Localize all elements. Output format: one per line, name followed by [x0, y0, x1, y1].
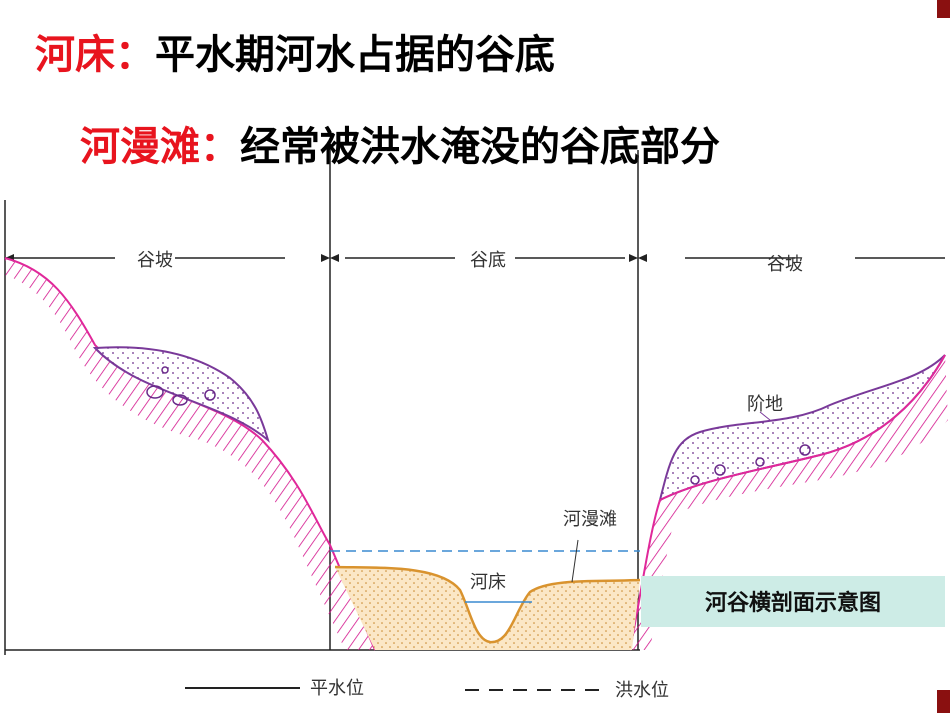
definition-text: 平水期河水占据的谷底 [155, 32, 555, 78]
channel-label: 河床 [470, 572, 506, 593]
floodplain-label: 河漫滩 [563, 509, 617, 530]
edge-marker [937, 690, 950, 713]
pebbles [146, 366, 216, 406]
definition-2: 河漫滩：经常被洪水淹没的谷底部分 [80, 124, 720, 170]
alluvium-surface [334, 565, 641, 644]
terrace-gravel [660, 355, 945, 500]
bedrock-hatch [630, 355, 948, 650]
legend-label: 洪水位 [615, 680, 669, 701]
alluvium [335, 567, 640, 650]
bedrock-hatch [5, 258, 375, 650]
definition-text: 经常被洪水淹没的谷底部分 [240, 124, 720, 170]
section-label: 谷坡 [767, 254, 803, 275]
terrace-gravel [95, 347, 268, 440]
bedrock-line [629, 354, 946, 651]
pebbles [690, 444, 811, 485]
terrace-label: 阶地 [747, 394, 783, 415]
edge-marker [937, 0, 950, 18]
definition-1: 河床：平水期河水占据的谷底 [35, 32, 555, 78]
legend-label: 平水位 [310, 678, 364, 699]
pointer [759, 411, 771, 421]
section-label: 谷底 [470, 250, 506, 271]
term: 河漫滩： [80, 124, 240, 170]
caption: 河谷横剖面示意图 [705, 590, 881, 616]
section-label: 谷坡 [137, 250, 173, 271]
caption-box [641, 576, 945, 627]
pointer [571, 539, 579, 583]
term: 河床： [35, 32, 155, 78]
